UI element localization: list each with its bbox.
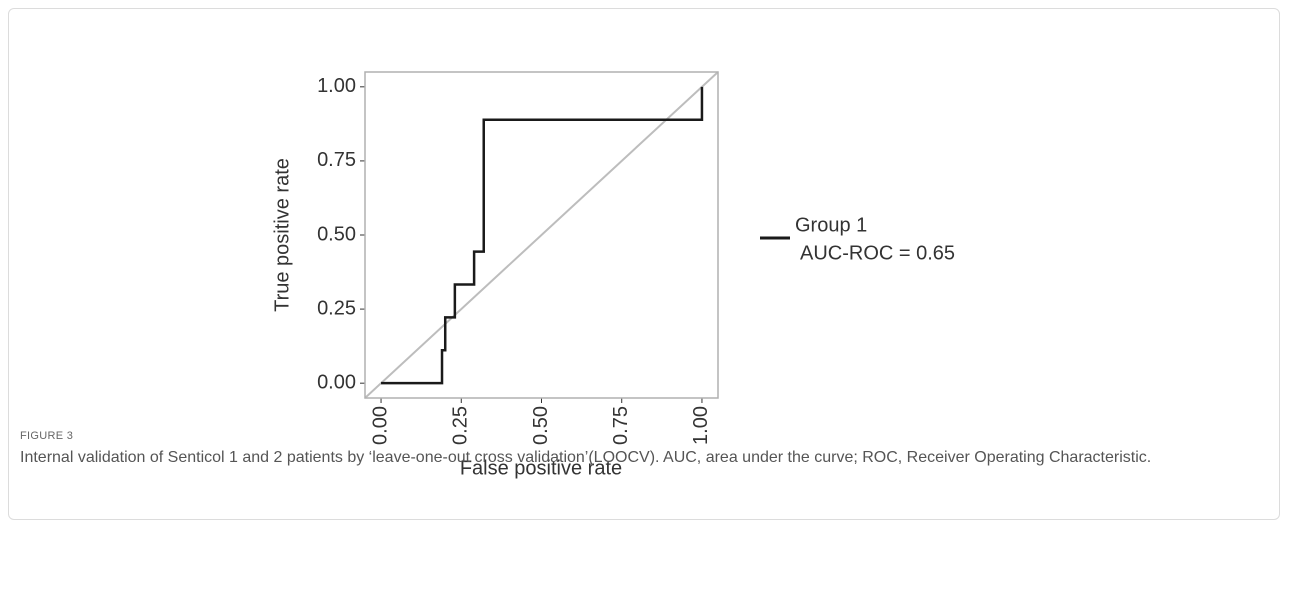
roc-curve bbox=[381, 86, 704, 385]
y-tick-label: 0.75 bbox=[317, 149, 356, 171]
y-tick-label: 0.25 bbox=[317, 297, 356, 319]
reference-line bbox=[364, 71, 719, 399]
y-tick-label: 0.50 bbox=[317, 223, 356, 245]
legend-note: AUC-ROC = 0.65 bbox=[800, 242, 955, 264]
x-tick-label: 0.00 bbox=[369, 406, 391, 445]
y-axis-title: True positive rate bbox=[271, 158, 293, 312]
figure-label: FIGURE 3 bbox=[20, 430, 74, 442]
chart: False positive rate True positive rate 0… bbox=[271, 71, 955, 479]
x-tick-label: 0.25 bbox=[450, 406, 472, 445]
y-tick-label: 1.00 bbox=[317, 75, 356, 97]
plot-frame bbox=[364, 71, 719, 399]
figure-caption: Internal validation of Senticol 1 and 2 … bbox=[20, 449, 1152, 466]
y-tick-label: 0.00 bbox=[317, 371, 356, 393]
x-tick-label: 1.00 bbox=[690, 406, 712, 445]
legend-label: Group 1 bbox=[795, 214, 867, 236]
x-tick-label: 0.75 bbox=[610, 406, 632, 445]
figure-card bbox=[8, 8, 1280, 520]
x-axis-title: False positive rate bbox=[460, 457, 622, 479]
x-tick-label: 0.50 bbox=[530, 406, 552, 445]
